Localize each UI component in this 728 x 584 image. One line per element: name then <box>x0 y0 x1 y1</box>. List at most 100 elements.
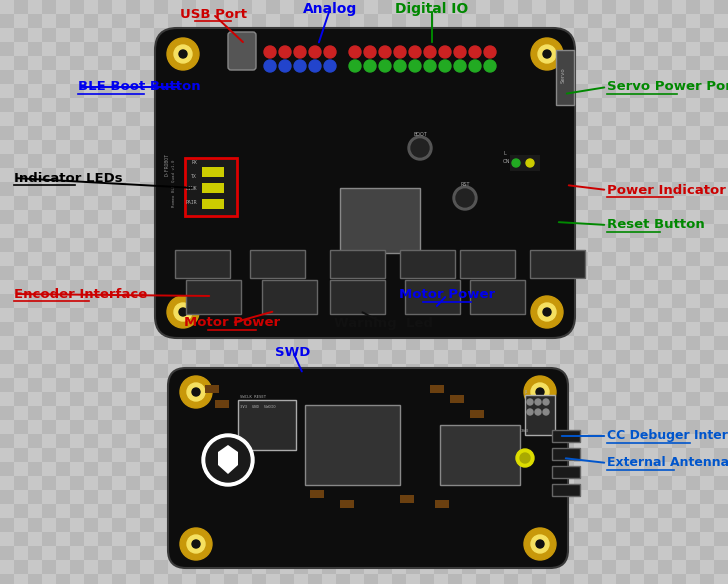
Bar <box>224 182 238 196</box>
Bar <box>616 560 630 574</box>
Bar <box>672 406 686 420</box>
Bar <box>266 490 280 504</box>
Bar <box>364 280 378 294</box>
Circle shape <box>192 388 200 396</box>
Bar <box>224 252 238 266</box>
Bar <box>294 420 308 434</box>
Bar <box>280 518 294 532</box>
Bar <box>588 266 602 280</box>
Bar <box>518 476 532 490</box>
Bar <box>644 84 658 98</box>
Bar <box>266 42 280 56</box>
Bar <box>560 574 574 584</box>
Bar <box>224 280 238 294</box>
Bar <box>476 574 490 584</box>
Bar <box>504 406 518 420</box>
Bar <box>322 98 336 112</box>
Bar <box>196 294 210 308</box>
Bar <box>308 0 322 14</box>
Bar <box>476 378 490 392</box>
Bar <box>112 42 126 56</box>
Bar <box>714 154 728 168</box>
Bar <box>420 392 434 406</box>
Bar <box>420 490 434 504</box>
Bar <box>182 196 196 210</box>
Bar <box>560 154 574 168</box>
Bar <box>630 336 644 350</box>
Bar <box>14 448 28 462</box>
Bar <box>28 532 42 546</box>
Bar <box>350 238 364 252</box>
Bar <box>448 154 462 168</box>
Bar <box>56 112 70 126</box>
Bar <box>476 98 490 112</box>
Circle shape <box>531 296 563 328</box>
Bar <box>112 560 126 574</box>
Bar <box>602 28 616 42</box>
Bar <box>340 188 420 253</box>
Bar <box>364 336 378 350</box>
Bar <box>56 322 70 336</box>
Bar <box>98 42 112 56</box>
Bar <box>154 420 168 434</box>
Bar <box>210 560 224 574</box>
Bar <box>490 378 504 392</box>
Bar <box>476 560 490 574</box>
Bar <box>0 364 14 378</box>
Bar <box>378 252 392 266</box>
Bar <box>308 322 322 336</box>
Bar <box>658 518 672 532</box>
Bar <box>448 532 462 546</box>
Bar <box>294 378 308 392</box>
Text: LINK: LINK <box>186 186 197 192</box>
Bar <box>70 56 84 70</box>
Bar <box>504 476 518 490</box>
Bar <box>168 322 182 336</box>
Bar <box>462 322 476 336</box>
Bar <box>0 336 14 350</box>
Bar <box>658 406 672 420</box>
Bar <box>294 280 308 294</box>
Bar <box>616 140 630 154</box>
Bar <box>672 182 686 196</box>
Circle shape <box>520 453 530 463</box>
Bar <box>224 70 238 84</box>
Bar <box>602 126 616 140</box>
Bar <box>28 504 42 518</box>
Bar <box>462 266 476 280</box>
Bar <box>42 42 56 56</box>
Bar <box>238 400 296 450</box>
Bar <box>672 560 686 574</box>
Bar <box>644 504 658 518</box>
Bar <box>126 0 140 14</box>
Bar <box>448 560 462 574</box>
Bar <box>700 42 714 56</box>
Bar <box>182 462 196 476</box>
Bar <box>602 350 616 364</box>
Bar <box>588 392 602 406</box>
Bar <box>182 70 196 84</box>
Bar <box>602 462 616 476</box>
Bar <box>196 56 210 70</box>
Bar <box>504 252 518 266</box>
Bar <box>574 294 588 308</box>
Bar <box>434 490 448 504</box>
Bar <box>532 406 546 420</box>
Bar <box>378 462 392 476</box>
Bar <box>140 238 154 252</box>
Bar <box>336 532 350 546</box>
Bar <box>252 406 266 420</box>
Bar <box>392 238 406 252</box>
Bar <box>0 546 14 560</box>
Bar <box>336 224 350 238</box>
Bar <box>630 280 644 294</box>
Bar <box>616 238 630 252</box>
Bar <box>238 112 252 126</box>
Bar <box>490 476 504 490</box>
Bar <box>186 280 241 314</box>
Bar <box>98 14 112 28</box>
Bar <box>400 250 455 278</box>
Bar <box>532 56 546 70</box>
Bar <box>126 196 140 210</box>
Bar <box>28 210 42 224</box>
